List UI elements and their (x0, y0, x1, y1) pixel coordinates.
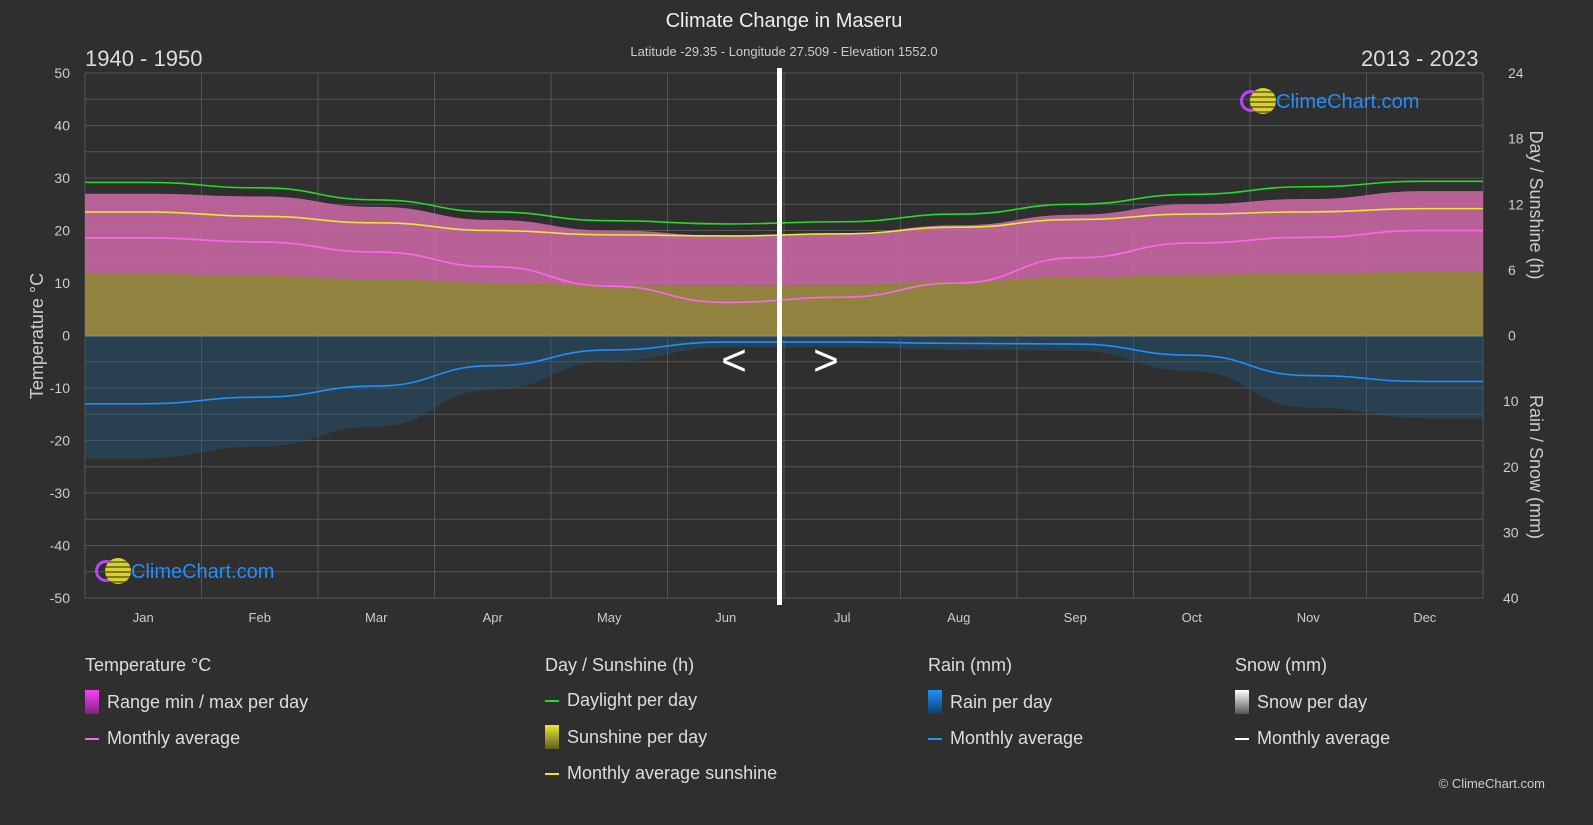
line-swatch-icon (545, 772, 559, 775)
period-right: 2013 - 2023 (1361, 46, 1479, 71)
left-tick-label: 0 (62, 328, 70, 344)
legend-item-rain-avg: Monthly average (928, 728, 1083, 749)
period-left: 1940 - 1950 (85, 46, 203, 71)
sunshine-swatch-icon (545, 725, 559, 749)
logo-top[interactable]: ClimeChart.com (1240, 88, 1419, 116)
rain-swatch-icon (928, 690, 942, 714)
month-tick-label: Mar (365, 610, 388, 625)
logo-text: ClimeChart.com (1276, 90, 1420, 113)
left-axis-label: Temperature °C (27, 273, 47, 399)
legend-title: Day / Sunshine (h) (545, 655, 695, 675)
right-axis-top-label: Day / Sunshine (h) (1526, 130, 1546, 279)
left-tick-label: -10 (50, 380, 70, 396)
right-top-tick-label: 6 (1508, 262, 1516, 278)
legend-title: Snow (mm) (1235, 655, 1328, 675)
daylight-line (84, 180, 1483, 225)
month-tick-label: Jul (834, 610, 851, 625)
left-tick-label: 40 (54, 118, 70, 134)
logo-bottom[interactable]: ClimeChart.com (95, 558, 274, 586)
sunshine-avg-line (84, 207, 1483, 237)
legend-temperature: Temperature °C Range min / max per day M… (85, 655, 308, 749)
logo-text: ClimeChart.com (131, 560, 275, 583)
right-bottom-tick-label: 30 (1503, 524, 1519, 540)
period-divider-handle[interactable] (777, 68, 782, 605)
range-swatch-icon (85, 690, 99, 714)
right-top-tick-label: 24 (1508, 65, 1524, 81)
legend-item-snow-avg: Monthly average (1235, 728, 1390, 749)
legend-title: Rain (mm) (928, 655, 1012, 675)
legend-item-daylight: Daylight per day (545, 690, 777, 711)
right-bottom-tick-label: 40 (1503, 590, 1519, 606)
month-tick-label: Sep (1064, 610, 1087, 625)
climechart-logo-icon (1240, 88, 1276, 116)
month-tick-label: Apr (483, 610, 504, 625)
month-tick-label: Jan (133, 610, 154, 625)
month-tick-label: Aug (947, 610, 970, 625)
month-tick-label: Feb (249, 610, 271, 625)
prev-arrow-button[interactable]: < (721, 336, 747, 385)
legend-snow: Snow (mm) Snow per day Monthly average (1235, 655, 1390, 749)
left-tick-label: -20 (50, 433, 70, 449)
right-top-tick-label: 12 (1508, 196, 1524, 212)
left-tick-label: -30 (50, 485, 70, 501)
right-axis-bottom-label: Rain / Snow (mm) (1526, 395, 1546, 539)
chart-title: Climate Change in Maseru (665, 10, 903, 32)
left-tick-label: 50 (54, 65, 70, 81)
copyright: © ClimeChart.com (1438, 776, 1545, 791)
legend-rain: Rain (mm) Rain per day Monthly average (928, 655, 1083, 749)
rain-per-day-area (85, 335, 1483, 459)
sunshine-per-day-area (85, 272, 1483, 336)
left-tick-label: -50 (50, 590, 70, 606)
left-tick-label: 20 (54, 223, 70, 239)
legend-sun: Day / Sunshine (h) Daylight per day Suns… (545, 655, 777, 784)
left-tick-label: 10 (54, 275, 70, 291)
legend-item-sunshine: Sunshine per day (545, 725, 777, 749)
legend-item-temp-avg: Monthly average (85, 728, 308, 749)
right-bottom-tick-label: 20 (1503, 459, 1519, 475)
chart-subtitle: Latitude -29.35 - Longitude 27.509 - Ele… (630, 44, 938, 59)
right-bottom-tick-label: 10 (1503, 393, 1519, 409)
snow-swatch-icon (1235, 690, 1249, 714)
next-arrow-button[interactable]: > (813, 336, 839, 385)
climechart-logo-icon (95, 558, 131, 586)
month-tick-label: Dec (1413, 610, 1437, 625)
legend-title: Temperature °C (85, 655, 212, 675)
month-tick-label: Oct (1182, 610, 1203, 625)
temperature-avg-line (85, 229, 1483, 304)
legend-item-rain: Rain per day (928, 690, 1083, 714)
line-swatch-icon (1235, 737, 1249, 740)
legend-item-range: Range min / max per day (85, 690, 308, 714)
left-tick-label: -40 (50, 538, 70, 554)
chart-svg: 50 40 30 20 10 0 -10 -20 -30 -40 -50 24 18 12 6 0 10 20 30… (27, 65, 1546, 625)
legend-item-snow: Snow per day (1235, 690, 1390, 714)
month-tick-label: May (597, 610, 622, 625)
line-swatch-icon (85, 737, 99, 740)
line-swatch-icon (545, 699, 559, 702)
legend-item-sunshine-avg: Monthly average sunshine (545, 763, 777, 784)
month-tick-label: Nov (1297, 610, 1321, 625)
right-top-tick-label: 18 (1508, 131, 1524, 147)
right-top-tick-label: 0 (1508, 328, 1516, 344)
month-tick-label: Jun (715, 610, 736, 625)
left-tick-label: 30 (54, 170, 70, 186)
rain-avg-line (85, 341, 1483, 405)
line-swatch-icon (928, 737, 942, 740)
